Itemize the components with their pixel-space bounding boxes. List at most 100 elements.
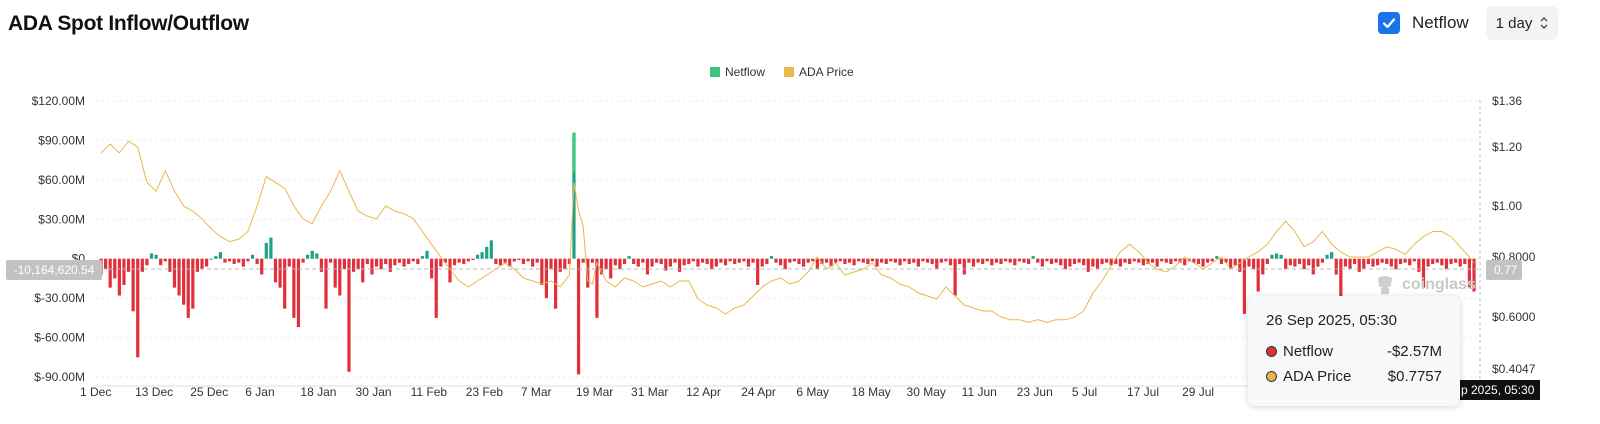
netflow-bar <box>1270 254 1274 259</box>
netflow-checkbox[interactable] <box>1378 12 1400 34</box>
netflow-bar <box>508 258 512 267</box>
tooltip-name-netflow: Netflow <box>1283 343 1334 360</box>
netflow-bar <box>434 258 438 318</box>
netflow-bar <box>1040 258 1044 267</box>
netflow-bar <box>1164 258 1168 263</box>
crosshair-right-label: 0.77 <box>1486 260 1522 280</box>
netflow-bar <box>1403 258 1407 263</box>
netflow-bar <box>939 258 943 263</box>
netflow-bar <box>1233 258 1237 266</box>
netflow-bar <box>1302 258 1306 270</box>
netflow-bar <box>411 258 415 262</box>
netflow-bar <box>471 258 475 261</box>
netflow-bar <box>985 258 989 262</box>
netflow-bar <box>664 258 668 271</box>
netflow-bar <box>393 258 397 266</box>
netflow-bar <box>186 258 190 318</box>
netflow-bar <box>1334 258 1338 275</box>
netflow-bar <box>1261 258 1265 275</box>
netflow-toggle[interactable]: Netflow <box>1378 12 1469 34</box>
legend-label-netflow[interactable]: Netflow <box>725 65 765 79</box>
netflow-bar <box>1178 258 1182 263</box>
x-axis-tick: 25 Dec <box>190 385 228 399</box>
netflow-bar <box>1247 258 1251 267</box>
legend-label-price[interactable]: ADA Price <box>799 65 854 79</box>
netflow-bar <box>1095 258 1100 270</box>
x-axis-tick: 6 May <box>796 385 829 399</box>
netflow-bar <box>1137 258 1141 263</box>
netflow-bar <box>1105 258 1109 263</box>
netflow-bar <box>140 258 144 272</box>
netflow-bar <box>1265 258 1269 264</box>
netflow-bar <box>700 258 705 263</box>
netflow-bar <box>374 258 379 267</box>
netflow-bar <box>1196 258 1201 264</box>
crosshair-right-value: 0.77 <box>1494 263 1518 277</box>
netflow-bar <box>159 258 163 266</box>
right-axis-tick: $0.4047 <box>1492 362 1536 376</box>
netflow-bar <box>1288 258 1292 266</box>
netflow-bar <box>544 258 549 299</box>
netflow-bar <box>1004 258 1008 262</box>
netflow-bar <box>884 258 888 264</box>
netflow-bar <box>209 258 213 260</box>
netflow-bar <box>912 258 916 263</box>
left-axis-tick: $-30.00M <box>34 291 85 305</box>
netflow-bar <box>824 258 829 263</box>
netflow-bar <box>1049 258 1054 264</box>
tooltip-row-price: ADA Price $0.7757 <box>1266 368 1442 385</box>
netflow-bar <box>237 258 241 263</box>
left-axis-tick: $-90.00M <box>34 370 85 384</box>
netflow-bar <box>1008 258 1012 263</box>
netflow-bar <box>815 258 819 270</box>
netflow-bar <box>572 132 576 259</box>
netflow-bar <box>113 258 117 279</box>
netflow-bar <box>1114 258 1118 264</box>
netflow-bar <box>765 258 769 264</box>
netflow-bar-highlight <box>572 132 576 173</box>
netflow-bar <box>751 258 755 263</box>
netflow-bar <box>710 258 714 270</box>
netflow-bar <box>1031 256 1035 259</box>
x-axis-tick: 30 Jan <box>356 385 392 399</box>
netflow-bar <box>1215 256 1219 259</box>
netflow-bar <box>659 258 663 264</box>
netflow-bar <box>948 258 953 266</box>
interval-select[interactable]: 1 day <box>1486 6 1558 40</box>
netflow-bar <box>967 258 971 263</box>
netflow-bar <box>1118 258 1123 267</box>
netflow-bar <box>1357 258 1361 272</box>
x-axis-tick: 12 Apr <box>686 385 721 399</box>
netflow-bar <box>655 258 659 263</box>
netflow-bar <box>944 258 948 262</box>
netflow-bar <box>1339 258 1343 299</box>
netflow-bar <box>1408 258 1412 266</box>
netflow-bar <box>599 258 604 275</box>
crosshair-bottom-label: p 2025, 05:30 <box>1456 380 1540 400</box>
netflow-bar <box>1463 258 1467 264</box>
netflow-bar <box>287 258 291 267</box>
legend-swatch-price <box>784 67 794 77</box>
netflow-bar <box>682 258 686 266</box>
netflow-bar <box>1169 258 1173 264</box>
chart-tooltip: 26 Sep 2025, 05:30 Netflow -$2.57M ADA P… <box>1248 296 1460 406</box>
netflow-bar <box>971 258 976 267</box>
netflow-bar <box>1256 258 1260 292</box>
netflow-bar <box>1123 258 1127 263</box>
netflow-bar <box>958 258 962 264</box>
netflow-bar <box>921 258 925 262</box>
netflow-bar <box>1251 258 1256 270</box>
netflow-bar <box>223 258 227 263</box>
netflow-bar <box>535 258 539 263</box>
netflow-bar <box>916 258 920 267</box>
netflow-bar <box>416 258 420 264</box>
netflow-bar <box>462 258 466 264</box>
netflow-bar <box>797 258 801 264</box>
right-axis-tick: $1.00 <box>1492 199 1522 213</box>
netflow-bar <box>485 246 489 259</box>
netflow-bar <box>953 258 957 296</box>
x-axis-tick: 29 Jul <box>1182 385 1214 399</box>
netflow-bar <box>581 258 585 263</box>
netflow-bar <box>687 258 691 264</box>
netflow-bar <box>1394 258 1398 270</box>
